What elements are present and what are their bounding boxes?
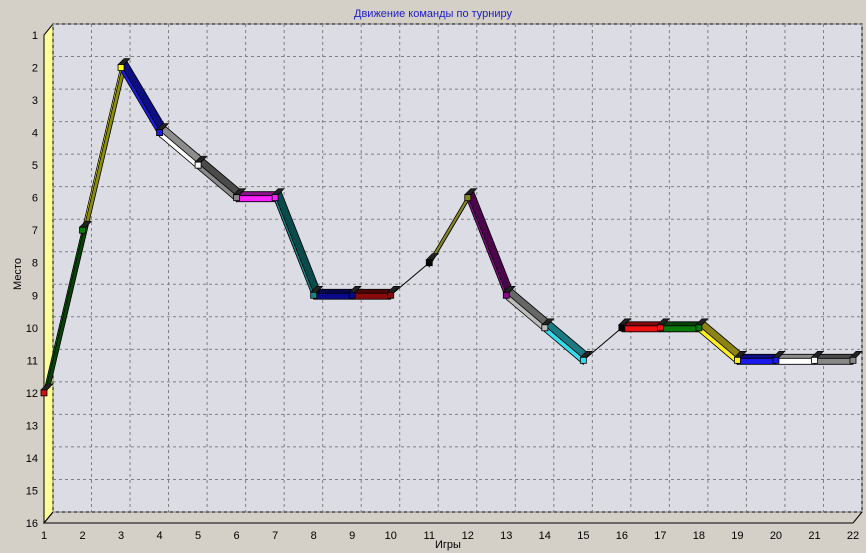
y-tick-label: 5 xyxy=(32,160,38,172)
y-tick-label: 16 xyxy=(26,518,38,530)
x-tick-label: 7 xyxy=(272,530,278,542)
y-tick-label: 4 xyxy=(32,128,38,140)
y-tick-label: 13 xyxy=(26,420,38,432)
y-tick-label: 8 xyxy=(32,258,38,270)
series-segment xyxy=(313,292,353,300)
x-tick-label: 1 xyxy=(41,530,47,542)
x-tick-label: 21 xyxy=(808,530,820,542)
x-tick-label: 4 xyxy=(157,530,163,542)
corner-edge xyxy=(43,511,54,524)
data-point xyxy=(194,161,202,169)
y-axis-wall xyxy=(43,22,54,525)
x-tick-label: 18 xyxy=(693,530,705,542)
data-point xyxy=(271,194,279,202)
y-tick-label: 9 xyxy=(32,290,38,302)
y-tick-label: 15 xyxy=(26,485,38,497)
y-tick-label: 3 xyxy=(32,95,38,107)
data-point xyxy=(425,259,433,267)
data-point xyxy=(79,226,86,234)
x-tick-label: 12 xyxy=(462,530,474,542)
corner-edge xyxy=(852,511,863,524)
x-tick-label: 16 xyxy=(616,530,628,542)
data-point xyxy=(502,291,510,299)
x-tick-label: 13 xyxy=(500,530,512,542)
data-point xyxy=(772,356,780,364)
x-tick-label: 20 xyxy=(770,530,782,542)
x-tick-label: 11 xyxy=(424,530,435,542)
series xyxy=(40,58,863,397)
data-point xyxy=(811,356,818,364)
data-point xyxy=(117,64,125,71)
y-tick-label: 14 xyxy=(26,453,38,465)
y-axis-label: Место xyxy=(12,258,24,290)
x-tick-label: 3 xyxy=(118,530,124,542)
x-tick-label: 8 xyxy=(311,530,317,542)
plot-frame xyxy=(43,22,863,525)
y-tick-label: 1 xyxy=(32,30,38,42)
plot-area xyxy=(52,23,863,513)
y-tick-label: 2 xyxy=(32,63,38,75)
x-tick-label: 22 xyxy=(847,530,859,542)
data-point xyxy=(579,356,587,364)
series-segment xyxy=(737,357,777,365)
data-point xyxy=(348,291,356,299)
y-tick-label: 7 xyxy=(32,225,38,237)
x-tick-label: 17 xyxy=(654,530,666,542)
series-segment xyxy=(659,325,700,333)
y-tick-label: 10 xyxy=(26,323,38,335)
x-tick-label: 15 xyxy=(577,530,589,542)
x-tick-label: 2 xyxy=(79,530,85,542)
y-tick-label: 12 xyxy=(26,388,38,400)
x-tick-label: 6 xyxy=(234,530,240,542)
data-point xyxy=(695,324,703,332)
data-point xyxy=(233,194,241,202)
series-segment xyxy=(351,292,392,300)
chart-title: Движение команды по турниру xyxy=(354,8,512,20)
series-segment xyxy=(814,357,854,365)
x-tick-label: 19 xyxy=(731,530,743,542)
series-segment xyxy=(621,325,661,333)
data-point xyxy=(156,129,163,137)
x-axis-label: Игры xyxy=(435,539,461,551)
data-point xyxy=(387,291,395,299)
series-segment xyxy=(236,195,276,203)
data-point xyxy=(656,324,664,332)
series-segment xyxy=(390,262,430,296)
data-point xyxy=(310,291,318,299)
data-point xyxy=(618,324,626,332)
x-tick-label: 14 xyxy=(539,530,551,542)
data-point xyxy=(849,356,857,364)
data-point xyxy=(40,389,48,397)
x-tick-label: 9 xyxy=(349,530,355,542)
data-point xyxy=(464,194,472,202)
y-tick-label: 11 xyxy=(27,355,38,367)
series-segment xyxy=(775,357,815,365)
data-point xyxy=(541,324,549,332)
series-segment xyxy=(583,327,623,361)
x-tick-label: 5 xyxy=(195,530,201,542)
data-point xyxy=(734,356,741,364)
x-tick-label: 10 xyxy=(385,530,397,542)
y-tick-label: 6 xyxy=(32,193,38,205)
